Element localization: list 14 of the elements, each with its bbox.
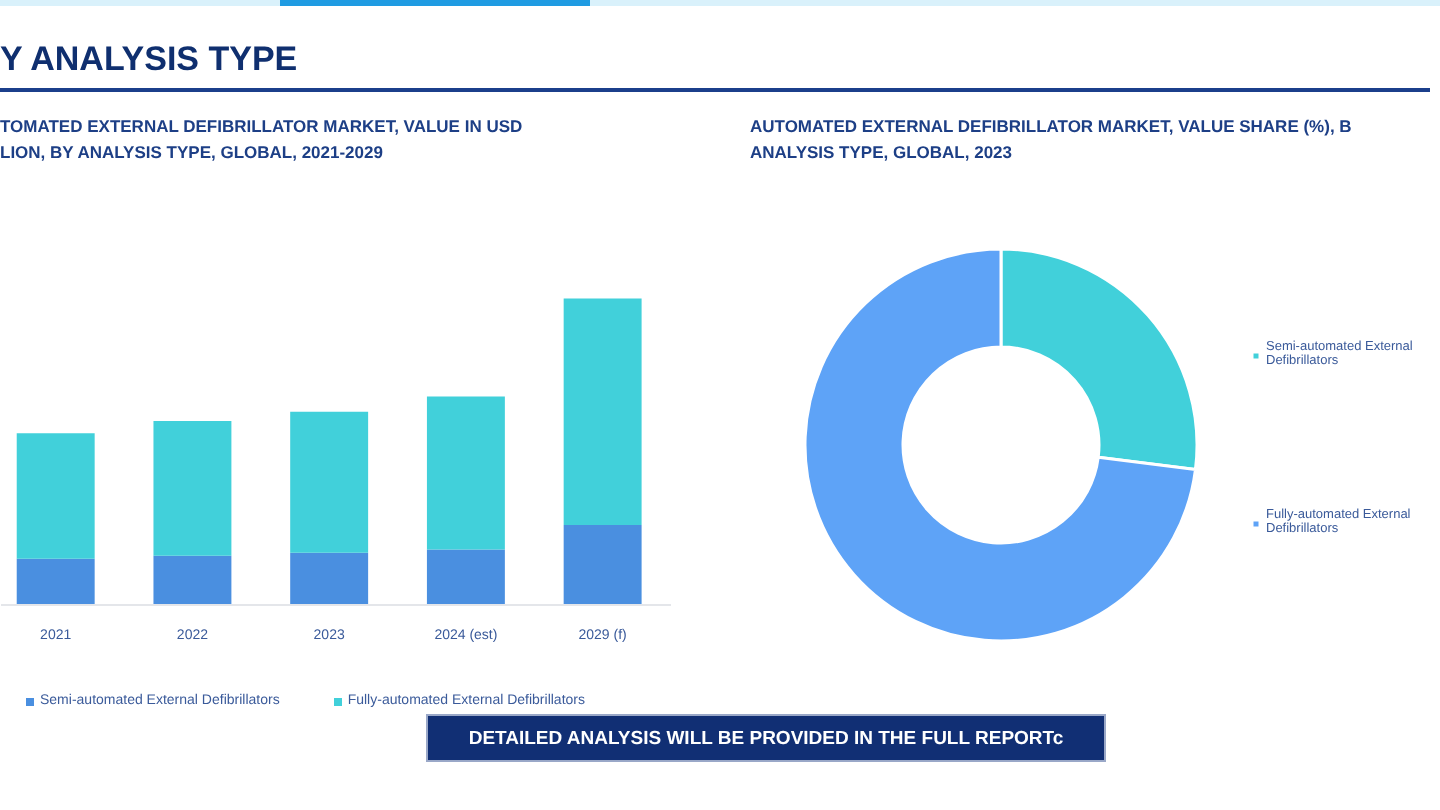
bar: [153, 420, 232, 556]
bar: [563, 298, 642, 526]
bar: [426, 549, 505, 605]
chart-title: AUTOMATED EXTERNAL DEFIBRILLATOR MARKET, VALUE SHARE (%), B ANALYSIS TYPE, GLOBAL, 2023: [750, 114, 1352, 166]
bar: [563, 525, 642, 605]
bar: [16, 558, 95, 605]
bar: [16, 433, 95, 559]
bar: [153, 555, 232, 605]
chart-subtitle: TOMATED EXTERNAL DEFIBRILLATOR MARKET, VALUE IN USD LION, BY ANALYSIS TYPE, GLOBAL, 2021-2029: [0, 114, 523, 166]
bar: [290, 552, 369, 605]
text: DETAILED ANALYSIS WILL BE PROVIDED IN THE FULL REPORTc: [426, 714, 1106, 762]
chart-title: Y ANALYSIS TYPE: [0, 38, 300, 82]
bar: [290, 411, 369, 553]
bar: [426, 396, 505, 550]
